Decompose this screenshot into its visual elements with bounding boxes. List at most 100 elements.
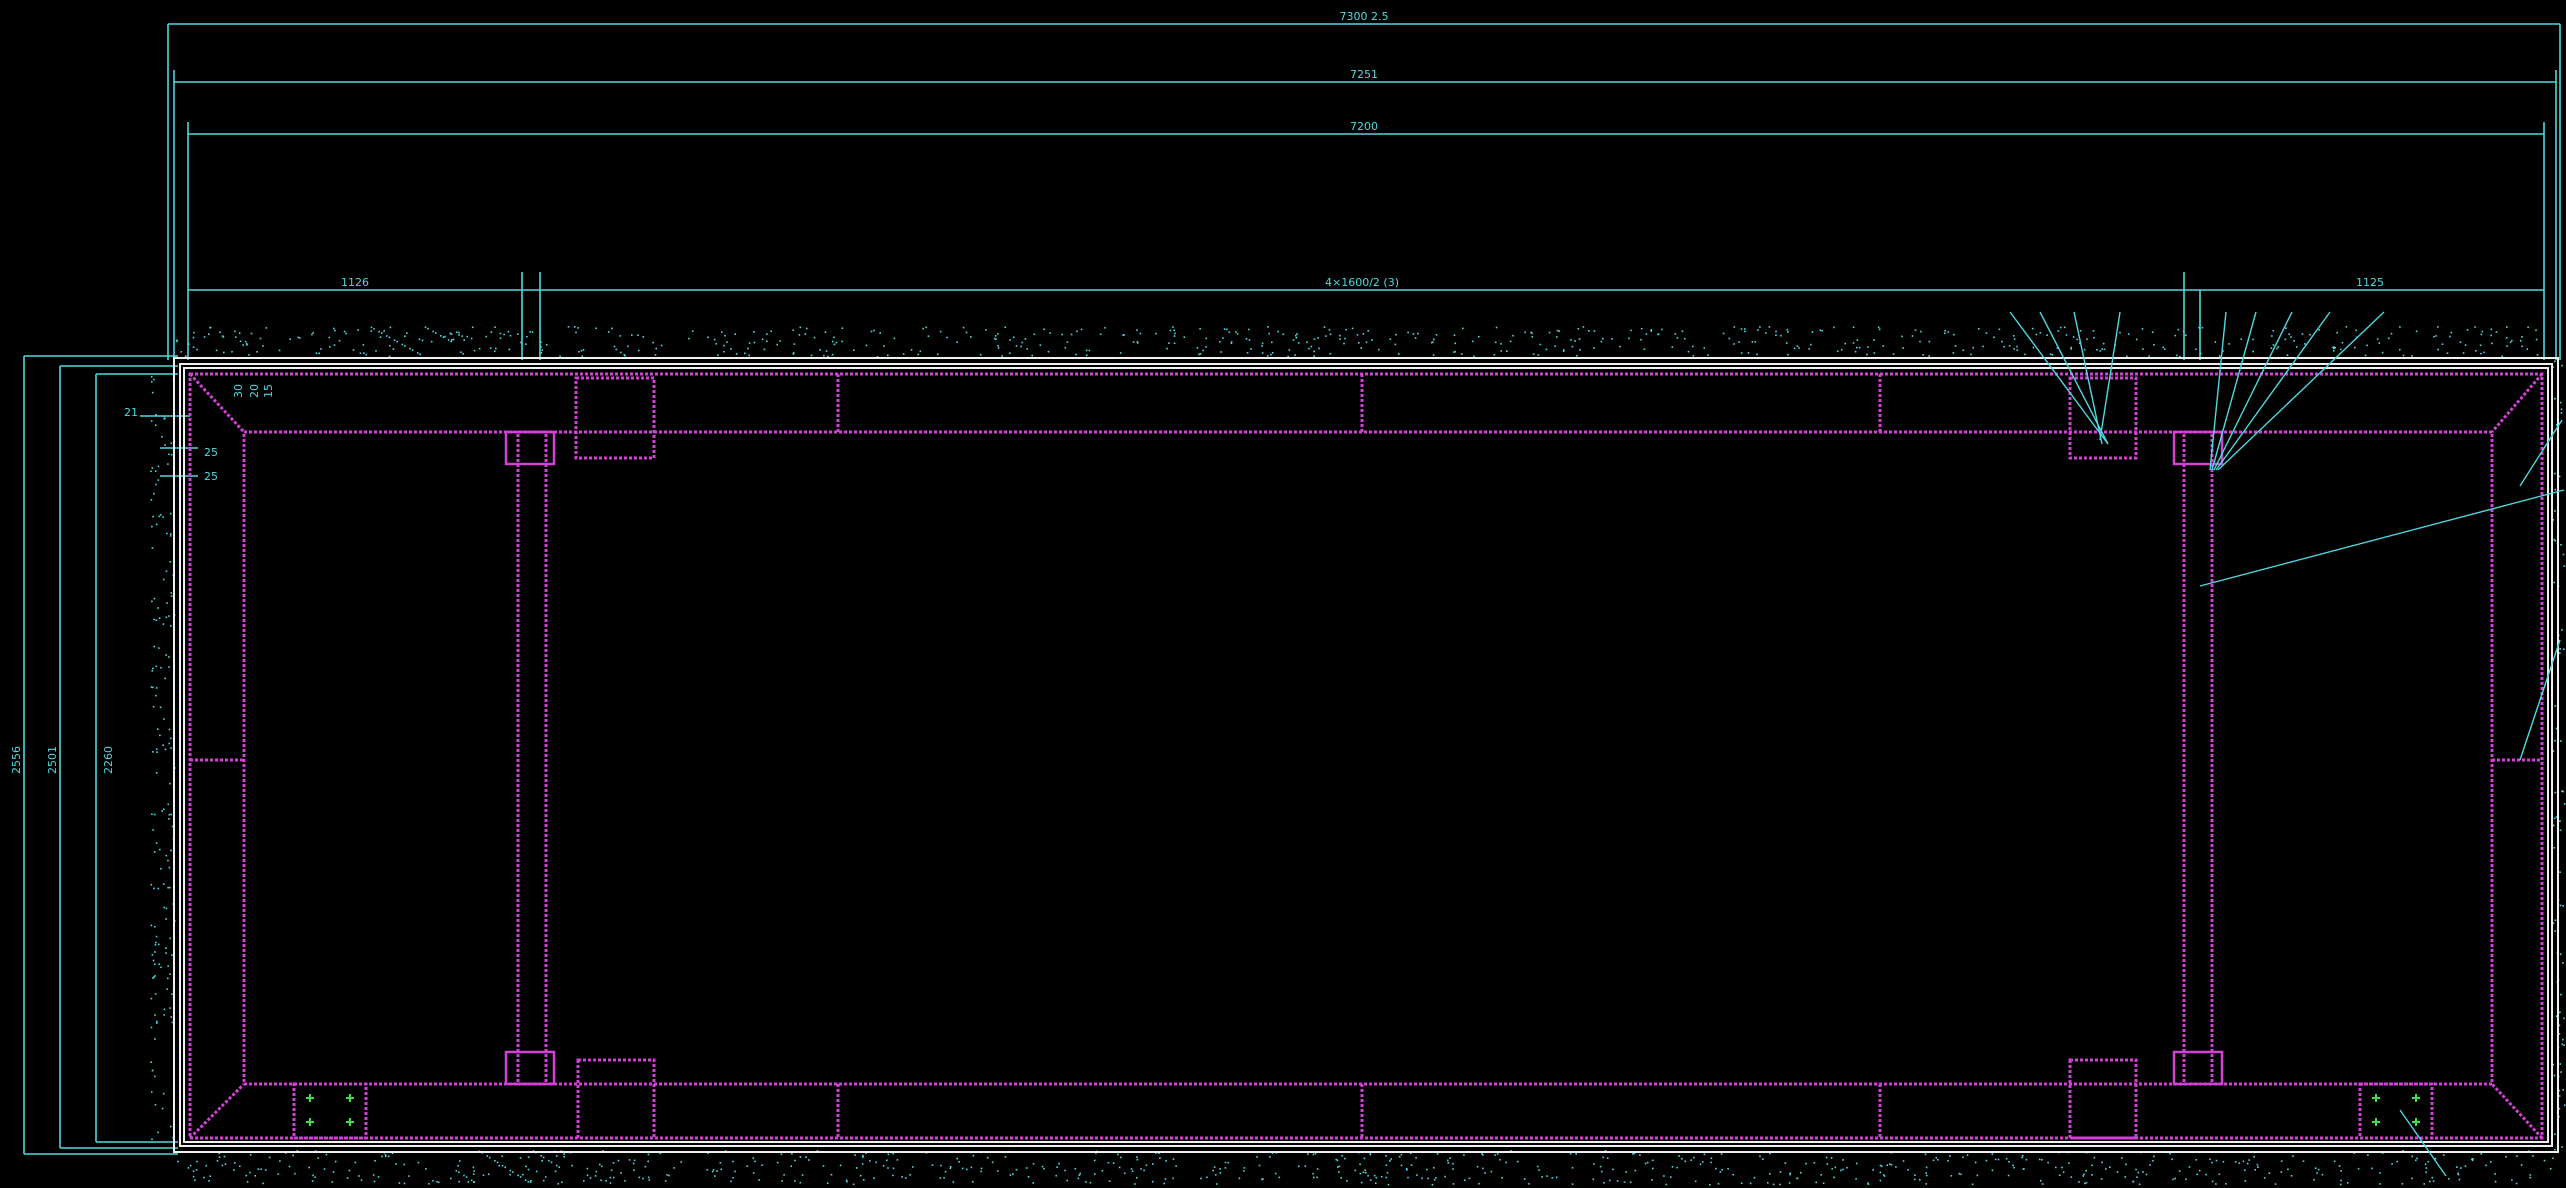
hatch-dot [155,694,157,697]
hatch-dot [163,1008,166,1011]
hatch-dot [792,353,795,355]
hatch-dot [2057,330,2060,332]
hatch-dot [221,1164,224,1167]
hatch-dot [1500,350,1502,352]
hatch-dot [715,343,718,345]
hatch-dot [494,326,496,328]
hatch-dot [1738,341,1740,343]
hatch-dot [2495,331,2498,333]
hatch-dot [550,1161,553,1164]
hatch-dot [489,347,492,349]
hatch-dot [470,337,473,340]
hatch-dot [732,1160,734,1163]
hatch-dot [150,686,153,688]
hatch-dot [970,1166,973,1169]
hatch-dot [2449,335,2451,338]
hatch-dot [2109,1166,2111,1168]
hatch-dot [1769,1152,1771,1155]
hatch-dot [1339,334,1341,337]
hatch-dot [680,1161,682,1163]
hatch-dot [887,1153,890,1156]
hatch-dot [168,814,171,816]
hatch-dot [1436,1153,1439,1155]
hatch-dot [507,330,510,333]
hatch-dot [1104,327,1106,329]
hatch-dot [1274,1172,1277,1175]
hatch-dot [1118,1166,1121,1169]
hatch-dot [2039,332,2042,334]
hatch-dot [1877,326,1880,329]
hatch-dot [370,326,373,329]
hatch-dot [1882,345,1884,347]
hatch-dot [761,338,764,341]
hatch-dot [2378,342,2381,344]
hatch-dot [1277,330,1279,333]
hatch-dot [1576,354,1578,357]
hatch-dot [2083,348,2086,351]
hatch-dot [956,341,958,343]
hatch-dot [2562,1089,2564,1091]
hatch-dot [2280,1171,2283,1173]
hatch-dot [219,331,221,334]
hatch-dot [1373,1174,1376,1177]
hatch-dot [1788,1182,1791,1184]
hatch-dot [1950,1175,1953,1177]
hatch-dot [2339,348,2342,351]
hatch-dot [563,1153,565,1155]
hatch-dot [793,343,796,345]
hatch-dot [519,1157,522,1159]
hatch-dot [535,1170,538,1173]
hatch-dot [752,1172,755,1174]
hatch-dot [2079,330,2082,332]
hatch-dot [1246,351,1249,354]
hatch-dot [1031,354,1033,357]
hatch-dot [1012,1173,1014,1175]
dimension-text-small-3: 25 [204,470,218,483]
hatch-dot [165,616,168,619]
hatch-dot [1947,331,1950,333]
hatch-dot [2560,408,2563,411]
hatch-dot [1099,333,1102,336]
hatch-dot [1623,1181,1626,1183]
hatch-dot [2346,1182,2349,1184]
hatch-dot [1166,347,1168,350]
hatch-dot [314,1176,316,1178]
hatch-dot [1693,1156,1695,1159]
hatch-dot [2151,331,2154,333]
hatch-dot [171,954,173,956]
hatch-dot [1879,1179,1882,1182]
hatch-dot [1136,1158,1139,1161]
hatch-dot [2425,1167,2428,1169]
hatch-dot [605,1180,607,1182]
hatch-dot [1646,1161,1649,1164]
hatch-dot [233,1162,236,1164]
hatch-dot [1493,354,1496,356]
hatch-dot [2065,334,2068,336]
hatch-dot [1430,341,1433,344]
hatch-dot [1747,352,1750,354]
hatch-dot [1365,341,1368,344]
hatch-dot [2560,740,2562,742]
hatch-dot [1532,353,1535,355]
hatch-dot [1256,1156,1258,1158]
hatch-dot [1066,341,1069,343]
hatch-dot [1855,1178,1857,1180]
hatch-dot [1701,1161,1704,1163]
hatch-dot [1236,333,1239,335]
hatch-dot [2505,1156,2507,1158]
hatch-dot [163,1014,165,1016]
hatch-dot [623,354,626,356]
hatch-dot [780,1153,783,1155]
hatch-dot [2494,1173,2496,1175]
hatch-dot [753,331,755,333]
hatch-dot [2195,1159,2198,1161]
hatch-dot [2416,1157,2418,1160]
hatch-dot [1032,1182,1034,1184]
hatch-dot [1628,337,1630,340]
hatch-dot [150,1061,152,1063]
hatch-dot [2119,331,2121,334]
hatch-dot [1796,1177,1798,1180]
hatch-dot [664,1180,667,1182]
hatch-dot [457,1165,459,1167]
